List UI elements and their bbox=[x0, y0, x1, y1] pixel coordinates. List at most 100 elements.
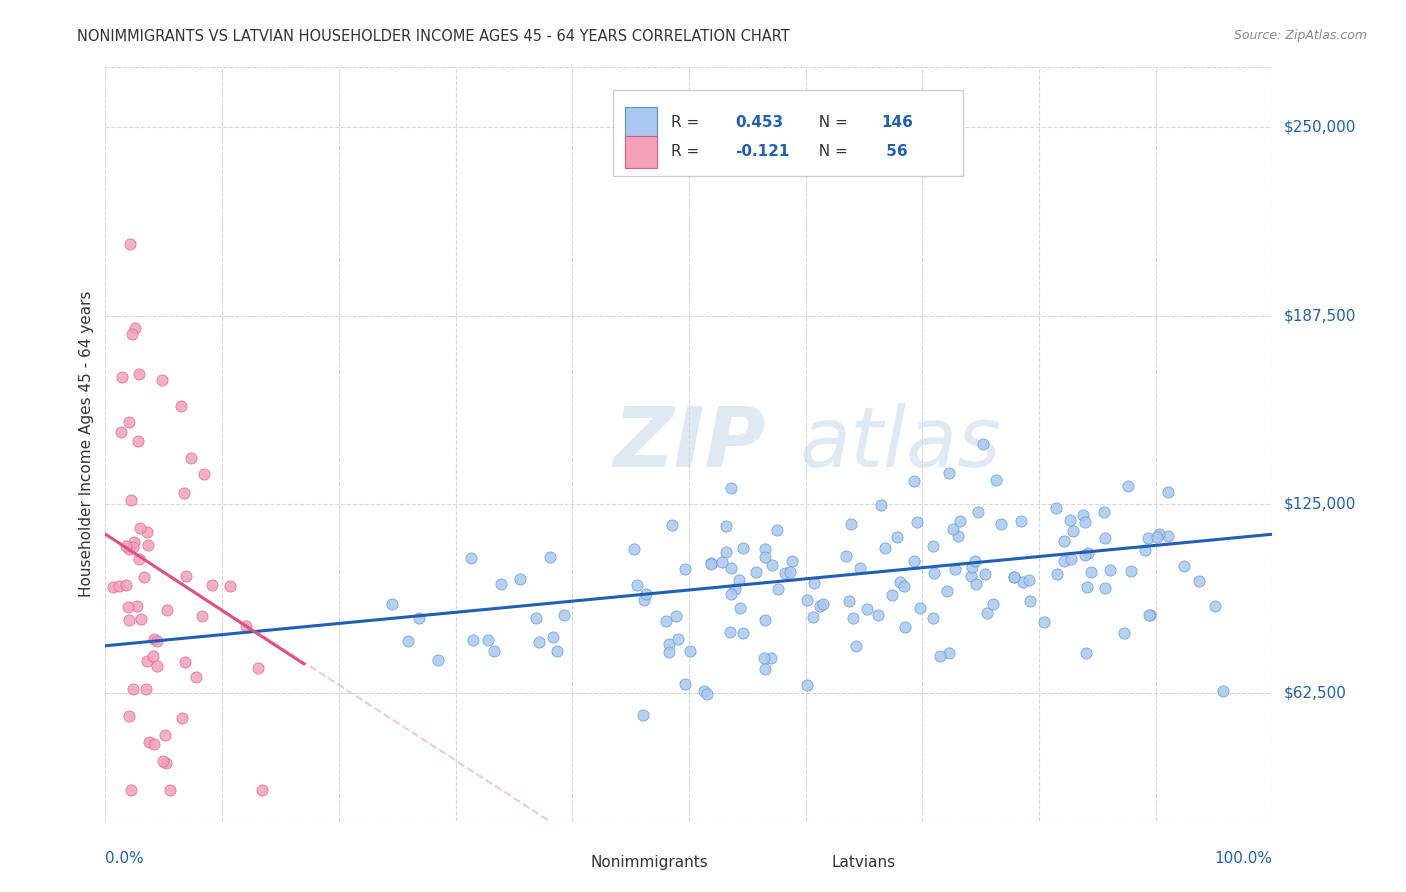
Point bbox=[720, 481, 742, 495]
Point bbox=[903, 474, 925, 488]
Point bbox=[117, 600, 139, 615]
Point bbox=[835, 549, 858, 564]
Point bbox=[117, 542, 139, 557]
Point bbox=[623, 542, 645, 557]
Point bbox=[666, 632, 689, 646]
Text: Nonimmigrants: Nonimmigrants bbox=[591, 855, 709, 870]
Point bbox=[894, 620, 917, 634]
Point bbox=[1059, 513, 1081, 527]
Point bbox=[477, 632, 499, 647]
Point bbox=[124, 535, 146, 549]
Point bbox=[945, 561, 967, 575]
Point bbox=[176, 569, 198, 583]
Point bbox=[754, 549, 776, 564]
Point bbox=[801, 610, 824, 624]
Point bbox=[1157, 529, 1180, 543]
Point bbox=[633, 593, 655, 607]
Point bbox=[128, 521, 150, 535]
Text: 0.453: 0.453 bbox=[735, 115, 783, 130]
Point bbox=[246, 661, 269, 675]
Point bbox=[942, 522, 965, 536]
Point bbox=[780, 554, 803, 568]
Point bbox=[463, 633, 485, 648]
Point bbox=[101, 580, 124, 594]
Point bbox=[1116, 479, 1139, 493]
Point bbox=[903, 554, 925, 568]
Point bbox=[135, 681, 157, 696]
Point bbox=[922, 540, 945, 554]
Point bbox=[396, 634, 419, 648]
Point bbox=[174, 655, 197, 669]
Point bbox=[1073, 508, 1095, 522]
Point bbox=[634, 587, 657, 601]
Point bbox=[124, 321, 146, 335]
Point bbox=[120, 237, 142, 252]
Point bbox=[938, 466, 960, 480]
Point bbox=[960, 560, 983, 574]
Point bbox=[152, 755, 174, 769]
Point bbox=[803, 576, 825, 591]
Point bbox=[152, 373, 174, 387]
Point bbox=[1080, 566, 1102, 580]
Point bbox=[1018, 573, 1040, 587]
Bar bbox=[624, 107, 658, 138]
Point bbox=[110, 425, 132, 439]
Point bbox=[193, 467, 215, 481]
Point bbox=[553, 607, 575, 622]
Point bbox=[631, 708, 654, 723]
Point bbox=[527, 635, 550, 649]
Point bbox=[921, 610, 943, 624]
Point bbox=[856, 602, 879, 616]
Point bbox=[159, 783, 181, 797]
Point bbox=[1212, 683, 1234, 698]
Text: R =: R = bbox=[672, 145, 704, 160]
Point bbox=[129, 611, 152, 625]
Text: NONIMMIGRANTS VS LATVIAN HOUSEHOLDER INCOME AGES 45 - 64 YEARS CORRELATION CHART: NONIMMIGRANTS VS LATVIAN HOUSEHOLDER INC… bbox=[77, 29, 790, 44]
Point bbox=[960, 568, 983, 582]
Point bbox=[1002, 570, 1025, 584]
Point bbox=[731, 626, 754, 640]
Point bbox=[142, 737, 165, 751]
Point bbox=[754, 613, 776, 627]
Point bbox=[142, 649, 165, 664]
Point bbox=[1074, 515, 1097, 529]
Point bbox=[135, 655, 157, 669]
Point bbox=[136, 538, 159, 552]
Point bbox=[1045, 567, 1067, 582]
Point bbox=[908, 601, 931, 615]
Point bbox=[661, 518, 683, 533]
Point bbox=[759, 651, 782, 665]
Point bbox=[886, 530, 908, 544]
Point bbox=[138, 734, 160, 748]
Point bbox=[658, 637, 681, 651]
Point bbox=[1060, 551, 1083, 566]
Text: $250,000: $250,000 bbox=[1284, 120, 1355, 135]
Point bbox=[111, 370, 134, 384]
Text: 146: 146 bbox=[882, 115, 914, 130]
Point bbox=[121, 493, 143, 508]
Point bbox=[1133, 543, 1156, 558]
Point bbox=[766, 523, 789, 537]
Point bbox=[125, 599, 148, 613]
Point bbox=[976, 606, 998, 620]
Point bbox=[963, 553, 986, 567]
Point bbox=[235, 618, 257, 632]
Point bbox=[1146, 529, 1168, 543]
Point bbox=[1139, 607, 1161, 622]
Point bbox=[509, 572, 531, 586]
Text: R =: R = bbox=[672, 115, 704, 130]
Point bbox=[108, 579, 131, 593]
Point bbox=[754, 662, 776, 676]
Point bbox=[839, 516, 862, 531]
Point bbox=[773, 566, 796, 580]
Point bbox=[1074, 647, 1097, 661]
Point bbox=[754, 541, 776, 556]
Point bbox=[1053, 554, 1076, 568]
Point bbox=[745, 565, 768, 579]
Point bbox=[936, 583, 959, 598]
Point bbox=[172, 711, 194, 725]
Point bbox=[546, 644, 568, 658]
Point bbox=[724, 582, 747, 596]
Point bbox=[693, 684, 716, 698]
Text: $125,000: $125,000 bbox=[1284, 497, 1355, 512]
